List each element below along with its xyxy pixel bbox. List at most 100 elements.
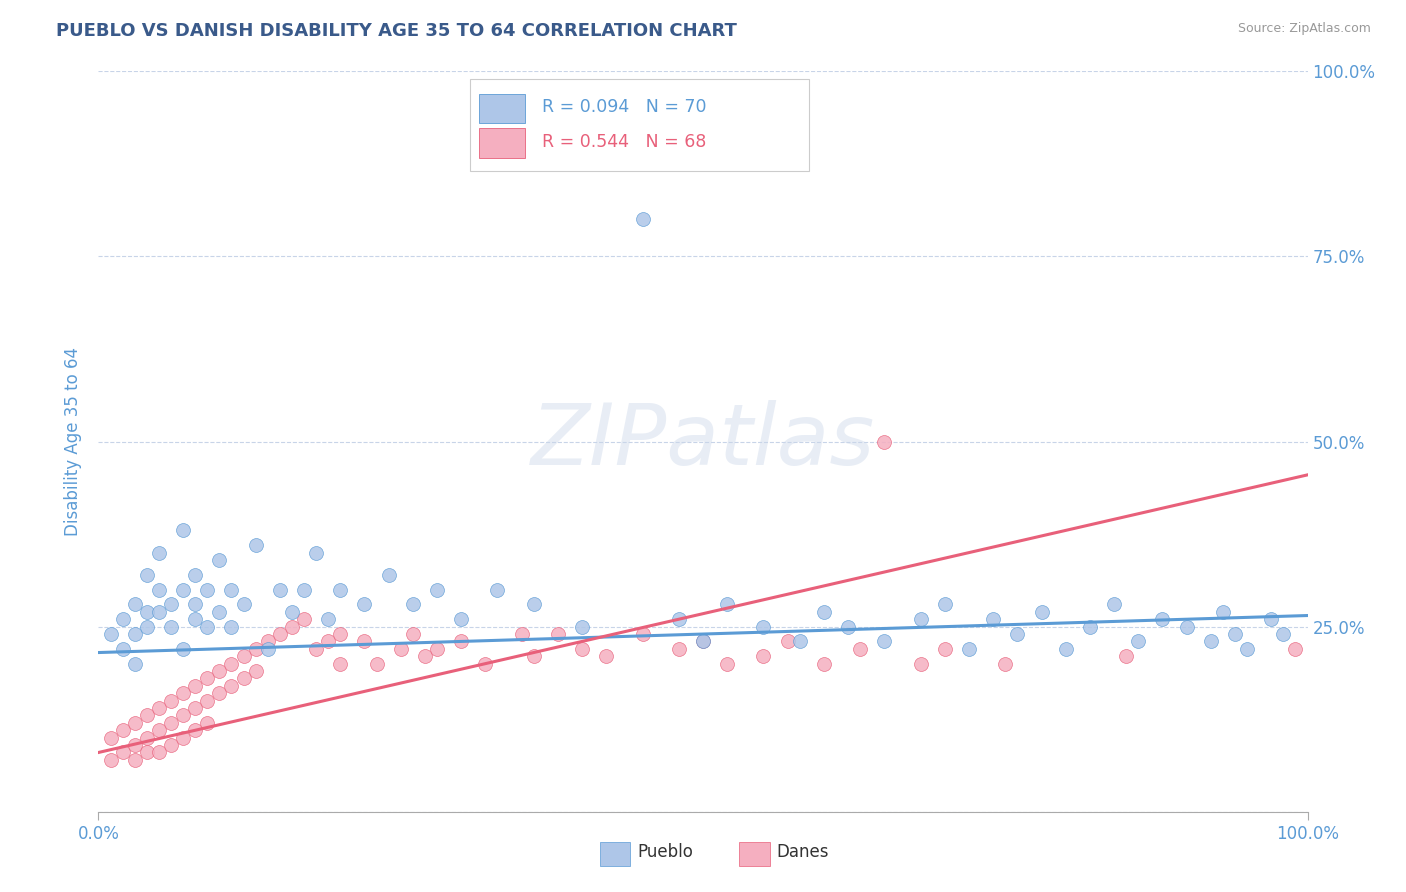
Text: ZIPatlas: ZIPatlas [531,400,875,483]
Point [752,649,775,664]
Point [100,753,122,767]
FancyBboxPatch shape [470,78,810,171]
Point [160,598,183,612]
Point [111,746,134,760]
Point [195,582,218,597]
Point [195,694,218,708]
Point [353,598,375,612]
Point [353,634,375,648]
Point [1078,619,1101,633]
Point [148,605,170,619]
Point [124,753,146,767]
Point [172,686,194,700]
Point [981,612,1004,626]
Point [1199,634,1222,648]
Point [910,612,932,626]
Point [135,619,157,633]
Point [813,605,835,619]
Point [135,708,157,723]
Point [184,679,207,693]
Point [1152,612,1174,626]
Point [148,746,170,760]
Point [281,619,304,633]
Point [148,582,170,597]
FancyBboxPatch shape [600,842,630,866]
Point [172,641,194,656]
Point [135,731,157,745]
Point [873,434,896,449]
Point [571,619,593,633]
Point [135,746,157,760]
Point [195,619,218,633]
Point [1260,612,1282,626]
Point [232,598,254,612]
Point [957,641,980,656]
Point [329,582,352,597]
Point [245,664,267,678]
Point [269,627,291,641]
Point [172,582,194,597]
Point [402,627,425,641]
Point [377,567,399,582]
Point [571,641,593,656]
Point [124,627,146,641]
Point [232,672,254,686]
Point [837,619,859,633]
Point [316,634,339,648]
Point [305,641,328,656]
Point [111,612,134,626]
Point [148,546,170,560]
Point [450,612,472,626]
Point [994,657,1017,671]
Text: Source: ZipAtlas.com: Source: ZipAtlas.com [1237,22,1371,36]
Point [124,738,146,752]
Point [245,641,267,656]
Point [426,641,449,656]
Point [208,553,231,567]
Point [124,715,146,730]
Point [389,641,412,656]
Text: Pueblo: Pueblo [638,843,693,861]
Point [813,657,835,671]
Point [595,649,617,664]
Point [1272,627,1295,641]
Point [329,627,352,641]
Point [486,582,509,597]
Point [148,701,170,715]
Point [256,641,278,656]
Point [124,657,146,671]
Y-axis label: Disability Age 35 to 64: Disability Age 35 to 64 [65,347,83,536]
Point [692,634,714,648]
Point [934,641,956,656]
Point [172,708,194,723]
Point [547,627,569,641]
Point [402,598,425,612]
Point [316,612,339,626]
Point [184,612,207,626]
Point [366,657,388,671]
Point [124,598,146,612]
Point [1102,598,1125,612]
Point [160,715,183,730]
Text: PUEBLO VS DANISH DISABILITY AGE 35 TO 64 CORRELATION CHART: PUEBLO VS DANISH DISABILITY AGE 35 TO 64… [56,22,737,40]
Point [100,731,122,745]
Point [631,627,654,641]
Point [1212,605,1234,619]
Point [873,634,896,648]
Point [692,634,714,648]
Point [1284,641,1306,656]
Point [100,627,122,641]
FancyBboxPatch shape [479,128,526,158]
Point [668,641,690,656]
Point [1031,605,1053,619]
Point [221,619,243,633]
Text: R = 0.544   N = 68: R = 0.544 N = 68 [543,133,707,151]
Point [413,649,436,664]
Point [148,723,170,738]
Point [631,212,654,227]
Point [934,598,956,612]
Point [135,605,157,619]
Point [195,715,218,730]
Point [172,731,194,745]
Point [716,598,738,612]
